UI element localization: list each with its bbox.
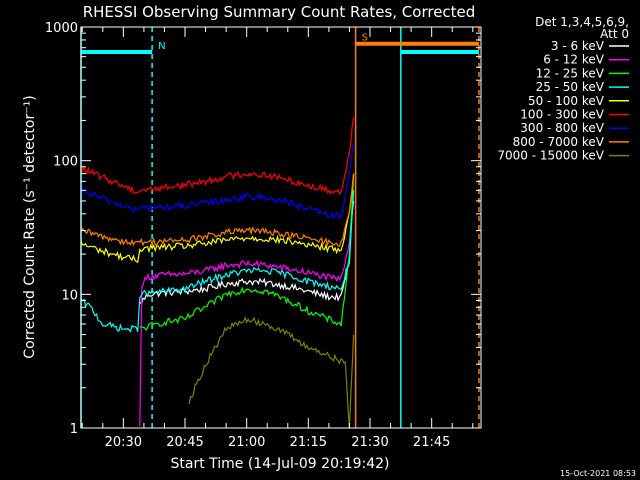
legend-label-2: 12 - 25 keV (536, 66, 605, 80)
x-tick-label-4: 21:30 (351, 435, 388, 450)
x-tick-label-0: 20:30 (105, 435, 142, 450)
footer-timestamp: 15-Oct-2021 08:53 (560, 469, 636, 478)
legend-label-8: 7000 - 15000 keV (497, 149, 604, 163)
flag-label-n: N (158, 41, 165, 52)
legend-label-6: 300 - 800 keV (520, 121, 604, 135)
plot-area: N S 1 10 100 1000 20:30 20:45 21:00 21:15 21:30 2… (45, 21, 482, 450)
legend-label-0: 3 - 6 keV (551, 39, 605, 53)
x-tick-label-2: 21:00 (228, 435, 265, 450)
series-line-6 (80, 143, 355, 221)
series-line-3 (80, 190, 355, 333)
legend-label-4: 50 - 100 keV (528, 94, 605, 108)
legend-header-line-1: Det 1,3,4,5,6,9, (535, 15, 629, 29)
y-axis-label: Corrected Count Rate (s⁻¹ detector⁻¹) (22, 95, 38, 358)
x-tick-label-1: 20:45 (166, 435, 203, 450)
legend-label-1: 6 - 12 keV (543, 53, 605, 67)
series-line-2 (139, 173, 355, 332)
legend-label-3: 25 - 50 keV (536, 80, 605, 94)
legend-label-7: 800 - 7000 keV (513, 135, 605, 149)
x-axis-label: Start Time (14-Jul-09 20:19:42) (170, 456, 389, 472)
plot-frame (80, 26, 482, 429)
x-tick-label-5: 21:45 (413, 435, 450, 450)
legend-label-5: 100 - 300 keV (520, 108, 604, 122)
series-line-0 (139, 200, 355, 305)
y-tick-label-1: 10 (61, 288, 78, 303)
series-line-5 (80, 117, 355, 195)
y-tick-label-2: 100 (53, 155, 78, 170)
y-tick-label-0: 1 (70, 422, 78, 437)
x-tick-label-3: 21:15 (290, 435, 327, 450)
series-line-8 (188, 315, 355, 428)
y-tick-label-3: 1000 (45, 21, 78, 36)
flag-label-s: S (362, 33, 368, 44)
series-line-1 (139, 190, 355, 427)
series-line-4 (80, 173, 355, 263)
series-line-7 (80, 173, 355, 247)
chart-title: RHESSI Observing Summary Count Rates, Co… (83, 3, 476, 21)
legend-header-line-2: Att 0 (600, 27, 629, 41)
